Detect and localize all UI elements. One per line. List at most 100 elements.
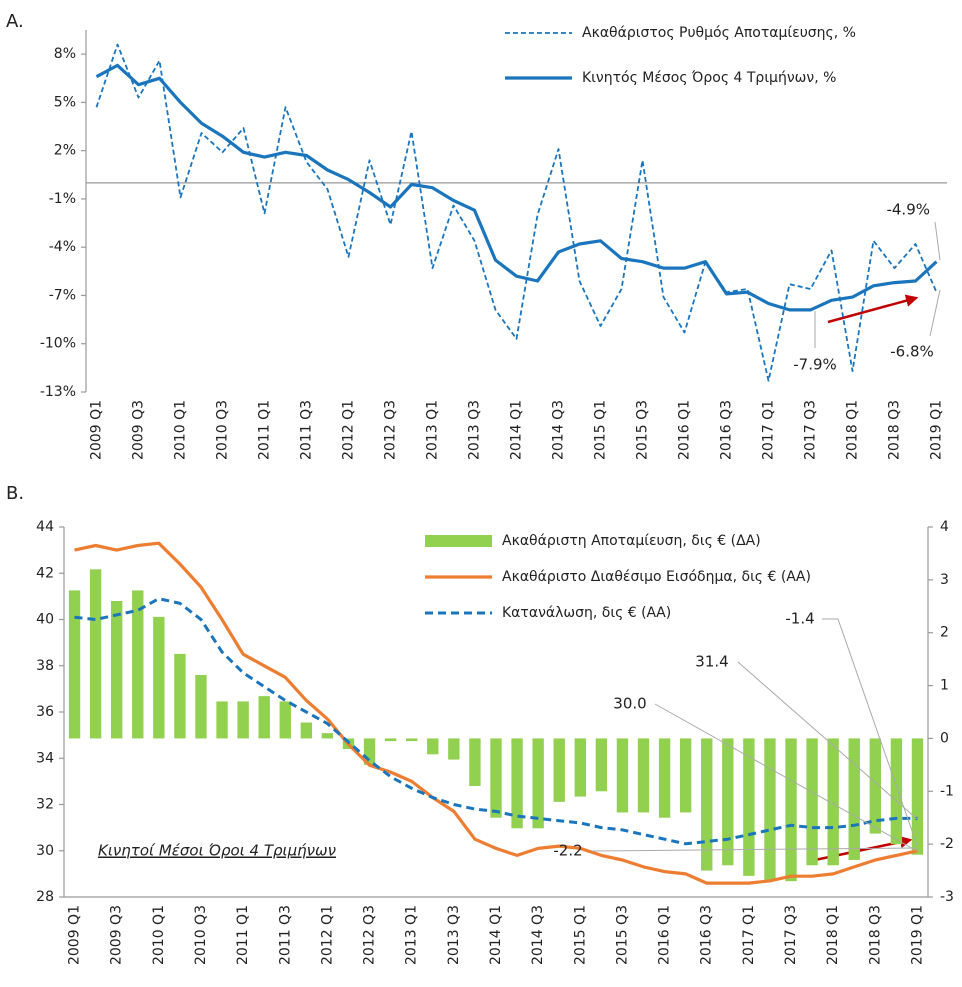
bar — [406, 738, 418, 742]
x-tick-label: 2018 Q3 — [887, 400, 903, 460]
y-tick-label: -7% — [49, 287, 76, 303]
x-tick-label: 2015 Q3 — [614, 905, 630, 965]
x-tick-label: 2009 Q3 — [131, 400, 147, 460]
x-tick-label: 2017 Q1 — [761, 400, 777, 460]
y2-tick-label: 4 — [940, 519, 949, 535]
bar — [637, 738, 650, 813]
x-tick-label: 2010 Q3 — [193, 905, 209, 965]
bar — [511, 738, 523, 829]
x-tick-label: 2017 Q3 — [803, 400, 819, 460]
bar — [216, 701, 228, 739]
x-tick-label: 2014 Q3 — [551, 400, 567, 460]
bar — [722, 738, 734, 866]
bar — [911, 738, 924, 855]
bar — [890, 738, 903, 845]
line-series — [95, 43, 938, 382]
x-tick-label: 2009 Q1 — [67, 905, 83, 965]
bar — [869, 738, 882, 834]
x-tick-label: 2012 Q3 — [383, 400, 399, 460]
x-tick-label: 2014 Q1 — [488, 905, 504, 965]
bar — [743, 738, 755, 876]
bar — [490, 738, 502, 818]
leader-line — [737, 661, 918, 820]
bar — [616, 738, 629, 813]
legend-label: Ακαθάριστη Αποταμίευση, δις € (ΔΑ) — [502, 533, 761, 549]
x-tick-label: 2014 Q1 — [509, 400, 525, 460]
trend-arrow — [827, 294, 919, 324]
leader-line — [934, 221, 941, 261]
y2-tick-label: -3 — [940, 889, 954, 905]
y-tick-label: 40 — [36, 612, 54, 628]
x-tick-label: 2017 Q3 — [783, 905, 799, 965]
x-tick-label: 2012 Q3 — [362, 905, 378, 965]
x-tick-label: 2014 Q3 — [530, 905, 546, 965]
x-tick-label: 2011 Q1 — [257, 400, 273, 460]
x-tick-label: 2011 Q1 — [235, 905, 251, 965]
bar — [68, 590, 81, 739]
x-tick-label: 2013 Q3 — [446, 905, 462, 965]
leader-line — [654, 703, 918, 852]
x-tick-label: 2019 Q1 — [929, 400, 945, 460]
bar — [195, 675, 207, 739]
x-tick-label: 2015 Q1 — [572, 905, 588, 965]
x-tick-label: 2009 Q3 — [109, 905, 125, 965]
bar — [321, 733, 334, 739]
line-series — [95, 63, 938, 312]
leader-line — [591, 847, 918, 852]
bar — [595, 738, 608, 792]
leader-line — [822, 618, 918, 846]
line-series — [74, 597, 918, 846]
y-tick-label: 36 — [36, 704, 54, 720]
x-tick-label: 2015 Q3 — [635, 400, 651, 460]
x-tick-label: 2013 Q3 — [467, 400, 483, 460]
x-tick-label: 2011 Q3 — [299, 400, 315, 460]
y-tick-label: 8% — [54, 46, 76, 62]
y-tick-label: 5% — [54, 94, 76, 110]
x-tick-label: 2012 Q1 — [319, 905, 335, 965]
x-tick-label: 2017 Q1 — [741, 905, 757, 965]
x-tick-label: 2016 Q3 — [719, 400, 735, 460]
x-tick-label: 2018 Q3 — [867, 905, 883, 965]
y-tick-label: -4% — [49, 239, 76, 255]
x-tick-label: 2019 Q1 — [909, 905, 925, 965]
legend-label: Ακαθάριστο Διαθέσιμο Εισόδημα, δις € (ΑΑ… — [502, 569, 811, 585]
y2-tick-label: 1 — [940, 678, 949, 694]
x-tick-label: 2010 Q1 — [151, 905, 167, 965]
bar — [764, 738, 776, 882]
bar — [469, 738, 481, 786]
bar — [448, 738, 460, 760]
panel-label: A. — [6, 11, 24, 32]
panel-label: B. — [6, 483, 24, 504]
y-tick-label: 28 — [36, 889, 54, 905]
bar — [279, 701, 291, 739]
x-tick-label: 2010 Q1 — [173, 400, 189, 460]
bar — [132, 590, 144, 739]
x-tick-label: 2009 Q1 — [89, 400, 105, 460]
x-tick-label: 2010 Q3 — [215, 400, 231, 460]
legend-swatch — [425, 535, 492, 547]
bar — [174, 653, 186, 739]
y-tick-label: -10% — [40, 336, 76, 352]
y-tick-label: 30 — [36, 843, 54, 859]
annotation: 30.0 — [613, 695, 646, 713]
legend-label: Κατανάλωση, δις € (ΑΑ) — [502, 605, 671, 621]
annotation: -1.4 — [785, 610, 814, 628]
bar — [384, 738, 397, 742]
bar — [110, 601, 123, 739]
bar — [300, 722, 313, 739]
x-tick-label: 2016 Q1 — [657, 905, 673, 965]
x-tick-label: 2018 Q1 — [845, 400, 861, 460]
annotation: -7.9% — [793, 356, 837, 374]
annotation: -4.9% — [886, 201, 930, 219]
x-tick-label: 2015 Q1 — [593, 400, 609, 460]
bar — [363, 738, 376, 765]
legend-label: Κινητός Μέσος Όρος 4 Τριμήνων, % — [582, 70, 836, 86]
leader-line — [929, 289, 941, 337]
y-tick-label: 2% — [54, 143, 76, 159]
bar — [827, 738, 839, 866]
x-tick-label: 2013 Q1 — [404, 905, 420, 965]
y2-tick-label: -2 — [940, 836, 954, 852]
y-tick-label: 42 — [36, 565, 54, 581]
x-tick-label: 2013 Q1 — [425, 400, 441, 460]
